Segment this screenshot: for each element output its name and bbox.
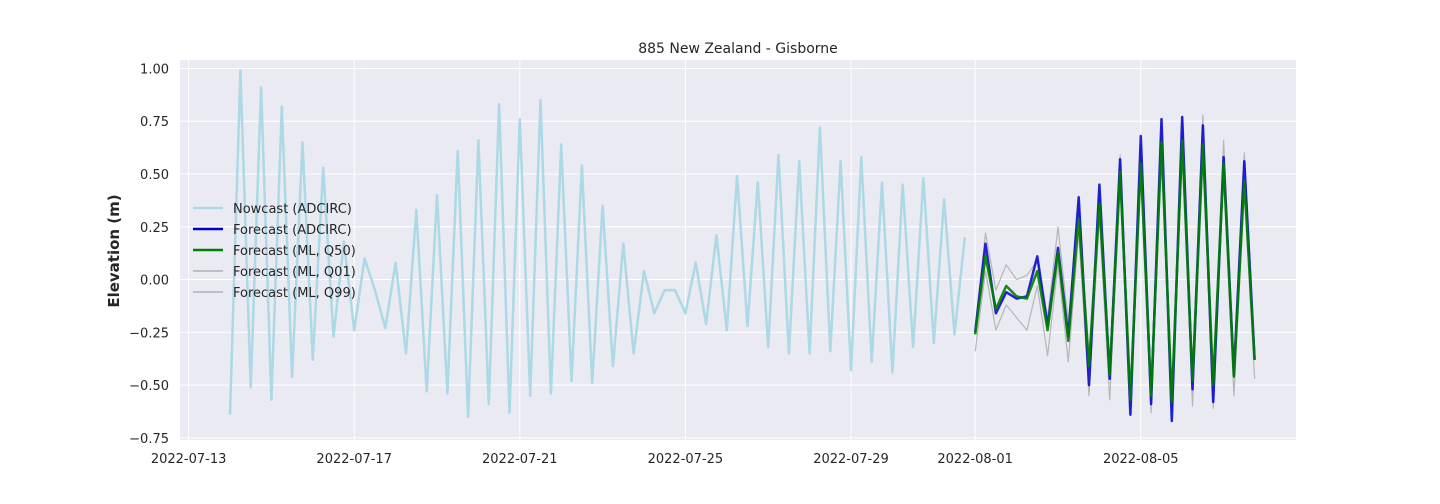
legend-label: Forecast (ADCIRC) — [233, 223, 352, 238]
legend-label: Forecast (ML, Q01) — [233, 265, 356, 280]
legend-label: Forecast (ML, Q99) — [233, 286, 356, 301]
x-tick-label: 2022-07-17 — [316, 452, 392, 467]
series-line-0 — [228, 69, 967, 419]
y-tick-label: −0.50 — [129, 379, 169, 394]
series-lines — [228, 69, 1256, 423]
y-tick-label: −0.75 — [129, 432, 169, 447]
x-tick-label: 2022-07-13 — [151, 452, 227, 467]
x-tick-label: 2022-08-05 — [1103, 452, 1179, 467]
x-tick-label: 2022-07-21 — [482, 452, 558, 467]
x-axis-ticks: 2022-07-13 2022-07-17 2022-07-21 2022-07-25… — [151, 452, 1179, 467]
y-tick-label: 0.75 — [140, 115, 169, 130]
legend-label: Forecast (ML, Q50) — [233, 244, 356, 259]
series-line-2 — [973, 138, 1256, 404]
y-axis-ticks: −0.75 −0.50 −0.25 0.00 0.25 0.50 0.75 1.00 — [129, 62, 169, 446]
y-tick-label: −0.25 — [129, 326, 169, 341]
y-axis-label: Elevation (m) — [105, 194, 123, 307]
chart-title: 885 New Zealand - Gisborne — [638, 41, 838, 57]
legend-label: Nowcast (ADCIRC) — [233, 202, 352, 217]
y-tick-label: 0.50 — [140, 168, 169, 183]
y-tick-label: 1.00 — [140, 62, 169, 77]
legend: Nowcast (ADCIRC) Forecast (ADCIRC) Forecas… — [193, 202, 356, 301]
x-tick-label: 2022-07-29 — [813, 452, 889, 467]
x-tick-label: 2022-08-01 — [937, 452, 1013, 467]
y-tick-label: 0.25 — [140, 221, 169, 236]
grid — [180, 60, 1296, 440]
x-tick-label: 2022-07-25 — [648, 452, 724, 467]
y-tick-label: 0.00 — [140, 274, 169, 289]
